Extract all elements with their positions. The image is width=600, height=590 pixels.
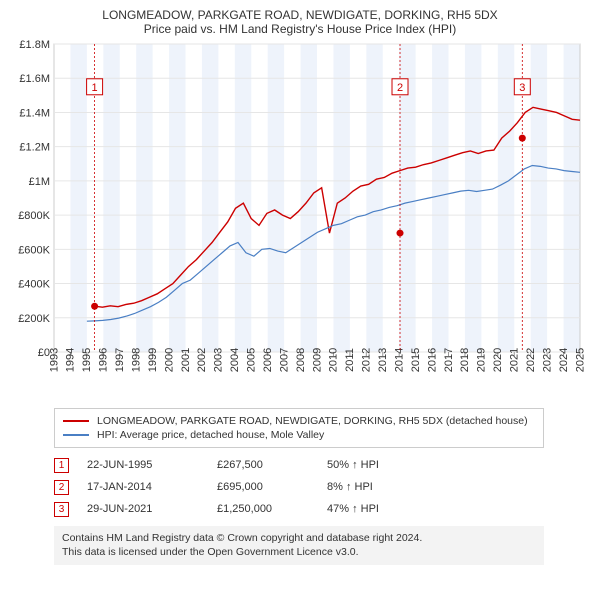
svg-text:2013: 2013 bbox=[377, 348, 389, 372]
event-date: 29-JUN-2021 bbox=[87, 503, 217, 515]
svg-text:2025: 2025 bbox=[574, 348, 586, 372]
svg-text:2009: 2009 bbox=[311, 348, 323, 372]
legend-swatch bbox=[63, 434, 89, 436]
legend-label: HPI: Average price, detached house, Mole… bbox=[97, 429, 324, 441]
event-pct: 47% ↑ HPI bbox=[327, 503, 437, 515]
legend-row: LONGMEADOW, PARKGATE ROAD, NEWDIGATE, DO… bbox=[63, 414, 535, 428]
svg-text:2007: 2007 bbox=[278, 348, 290, 372]
svg-text:1996: 1996 bbox=[98, 348, 110, 372]
svg-text:£1.8M: £1.8M bbox=[19, 40, 50, 51]
svg-text:2023: 2023 bbox=[541, 348, 553, 372]
svg-text:2024: 2024 bbox=[558, 348, 570, 372]
svg-text:2015: 2015 bbox=[410, 348, 422, 372]
legend: LONGMEADOW, PARKGATE ROAD, NEWDIGATE, DO… bbox=[54, 408, 544, 448]
svg-text:2008: 2008 bbox=[295, 348, 307, 372]
footer-line2: This data is licensed under the Open Gov… bbox=[62, 546, 536, 560]
event-row: 1 22-JUN-1995£267,50050% ↑ HPI bbox=[54, 454, 580, 476]
event-price: £1,250,000 bbox=[217, 503, 327, 515]
svg-text:2017: 2017 bbox=[443, 348, 455, 372]
svg-text:1993: 1993 bbox=[48, 348, 60, 372]
svg-text:2022: 2022 bbox=[525, 348, 537, 372]
event-date: 17-JAN-2014 bbox=[87, 481, 217, 493]
event-badge: 2 bbox=[54, 480, 69, 495]
legend-row: HPI: Average price, detached house, Mole… bbox=[63, 428, 535, 442]
svg-text:1999: 1999 bbox=[147, 348, 159, 372]
svg-text:£1.2M: £1.2M bbox=[19, 142, 50, 154]
svg-text:2001: 2001 bbox=[180, 348, 192, 372]
svg-text:2: 2 bbox=[397, 82, 403, 94]
footer-line1: Contains HM Land Registry data © Crown c… bbox=[62, 532, 536, 546]
event-badge: 3 bbox=[54, 502, 69, 517]
footer-attribution: Contains HM Land Registry data © Crown c… bbox=[54, 526, 544, 565]
event-pct: 50% ↑ HPI bbox=[327, 459, 437, 471]
svg-text:£800K: £800K bbox=[18, 210, 50, 222]
svg-text:2014: 2014 bbox=[393, 348, 405, 372]
svg-text:2021: 2021 bbox=[509, 348, 521, 372]
event-badge: 1 bbox=[54, 458, 69, 473]
svg-text:1997: 1997 bbox=[114, 348, 126, 372]
svg-text:£1M: £1M bbox=[29, 176, 50, 188]
svg-text:2005: 2005 bbox=[246, 348, 258, 372]
event-table: 1 22-JUN-1995£267,50050% ↑ HPI 2 17-JAN-201… bbox=[54, 454, 580, 520]
title-block: LONGMEADOW, PARKGATE ROAD, NEWDIGATE, DO… bbox=[12, 8, 588, 36]
svg-text:3: 3 bbox=[519, 82, 525, 94]
legend-swatch bbox=[63, 420, 89, 422]
svg-text:2019: 2019 bbox=[476, 348, 488, 372]
svg-text:2004: 2004 bbox=[229, 348, 241, 372]
title-address: LONGMEADOW, PARKGATE ROAD, NEWDIGATE, DO… bbox=[12, 8, 588, 22]
chart-svg: £0£200K£400K£600K£800K£1M£1.2M£1.4M£1.6M… bbox=[12, 40, 588, 400]
svg-text:£1.6M: £1.6M bbox=[19, 73, 50, 85]
event-price: £695,000 bbox=[217, 481, 327, 493]
event-row: 3 29-JUN-2021£1,250,00047% ↑ HPI bbox=[54, 498, 580, 520]
svg-text:1: 1 bbox=[92, 82, 98, 94]
svg-text:2006: 2006 bbox=[262, 348, 274, 372]
event-row: 2 17-JAN-2014£695,0008% ↑ HPI bbox=[54, 476, 580, 498]
svg-text:£600K: £600K bbox=[18, 244, 50, 256]
svg-text:1995: 1995 bbox=[81, 348, 93, 372]
svg-text:2011: 2011 bbox=[344, 348, 356, 372]
svg-text:£1.4M: £1.4M bbox=[19, 107, 50, 119]
svg-text:1998: 1998 bbox=[130, 348, 142, 372]
event-pct: 8% ↑ HPI bbox=[327, 481, 437, 493]
chart-plot: £0£200K£400K£600K£800K£1M£1.2M£1.4M£1.6M… bbox=[12, 40, 588, 400]
svg-text:2003: 2003 bbox=[213, 348, 225, 372]
svg-text:£200K: £200K bbox=[18, 313, 50, 325]
svg-text:2018: 2018 bbox=[459, 348, 471, 372]
event-date: 22-JUN-1995 bbox=[87, 459, 217, 471]
chart-container: LONGMEADOW, PARKGATE ROAD, NEWDIGATE, DO… bbox=[0, 0, 600, 590]
title-subtitle: Price paid vs. HM Land Registry's House … bbox=[12, 22, 588, 36]
event-price: £267,500 bbox=[217, 459, 327, 471]
svg-text:2020: 2020 bbox=[492, 348, 504, 372]
svg-text:2010: 2010 bbox=[328, 348, 340, 372]
svg-text:2000: 2000 bbox=[163, 348, 175, 372]
svg-text:£400K: £400K bbox=[18, 279, 50, 291]
svg-text:1994: 1994 bbox=[65, 348, 77, 372]
svg-text:2016: 2016 bbox=[426, 348, 438, 372]
svg-text:2002: 2002 bbox=[196, 348, 208, 372]
svg-text:2012: 2012 bbox=[361, 348, 373, 372]
legend-label: LONGMEADOW, PARKGATE ROAD, NEWDIGATE, DO… bbox=[97, 415, 528, 427]
